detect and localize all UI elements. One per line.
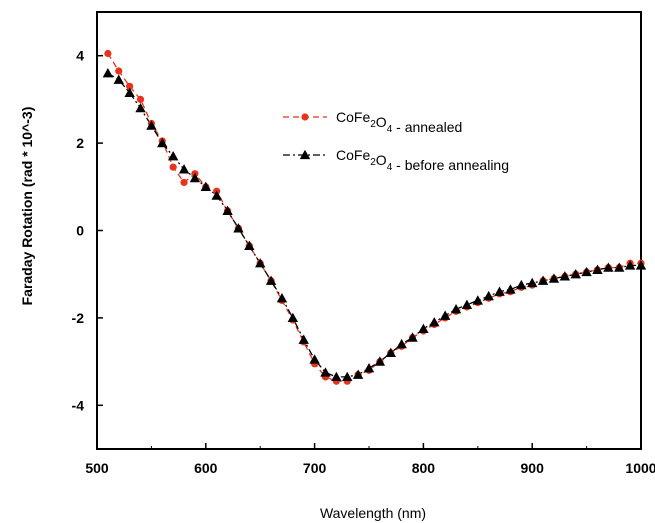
legend-text-part: 2 xyxy=(370,119,376,130)
data-point-annealed xyxy=(136,95,145,103)
data-point-before-annealing xyxy=(309,354,320,364)
y-tick-label: 2 xyxy=(76,135,84,151)
legend-marker-triangle xyxy=(299,149,311,160)
legend-text-part: 2 xyxy=(370,157,376,168)
y-tick-label: -4 xyxy=(72,397,85,413)
legend-text-part: CoFe xyxy=(336,109,370,125)
data-point-annealed xyxy=(115,67,123,75)
data-point-before-annealing xyxy=(331,371,342,382)
y-tick-label: 0 xyxy=(76,223,84,239)
legend-text-part: - before annealing xyxy=(392,157,509,173)
data-point-before-annealing xyxy=(603,262,614,272)
data-point-before-annealing xyxy=(167,151,179,161)
data-point-before-annealing xyxy=(439,310,451,320)
data-point-before-annealing xyxy=(298,334,309,344)
data-point-before-annealing xyxy=(363,362,375,373)
data-point-before-annealing xyxy=(494,286,505,296)
data-point-before-annealing xyxy=(374,356,386,366)
data-point-before-annealing xyxy=(429,317,440,327)
data-point-annealed xyxy=(169,163,177,171)
x-tick-label: 900 xyxy=(521,460,545,476)
x-tick-label: 600 xyxy=(194,460,218,476)
legend-text-part: CoFe xyxy=(336,147,370,163)
data-point-before-annealing xyxy=(102,67,114,78)
plot-frame xyxy=(96,11,642,450)
data-point-before-annealing xyxy=(265,275,277,285)
legend-text-part: 4 xyxy=(387,162,393,173)
data-point-before-annealing xyxy=(635,260,647,270)
legend-text-part: O xyxy=(376,114,387,130)
legend-marker-circle xyxy=(301,113,309,121)
data-point-annealed xyxy=(126,82,134,90)
data-point-before-annealing xyxy=(516,279,527,290)
data-point-before-annealing xyxy=(624,260,636,270)
x-tick-label: 500 xyxy=(85,460,109,476)
data-point-before-annealing xyxy=(157,137,168,148)
data-point-before-annealing xyxy=(211,190,222,200)
data-point-before-annealing xyxy=(505,284,516,294)
y-axis-title: Faraday Rotation (rad * 10^-3) xyxy=(19,107,35,306)
x-tick-label: 1000 xyxy=(625,460,655,476)
data-point-annealed xyxy=(104,49,112,58)
legend-label-annealed: CoFe2O4 - annealed xyxy=(336,109,462,135)
legend-text-part: 4 xyxy=(387,124,393,135)
data-point-before-annealing xyxy=(233,223,244,233)
x-axis-title: Wavelength (nm) xyxy=(320,505,426,521)
y-tick-label: -2 xyxy=(72,310,85,326)
data-point-before-annealing xyxy=(581,266,592,277)
series-markers-group xyxy=(102,49,647,385)
data-point-annealed xyxy=(180,178,188,187)
data-point-before-annealing xyxy=(178,164,190,174)
data-point-before-annealing xyxy=(113,74,124,84)
data-point-before-annealing xyxy=(614,262,625,272)
series-line-annealed xyxy=(107,53,641,382)
legend-text-part: O xyxy=(376,152,387,168)
data-point-before-annealing xyxy=(559,271,571,281)
legend-text-part: - annealed xyxy=(392,119,462,135)
data-point-before-annealing xyxy=(570,269,581,279)
data-point-before-annealing xyxy=(135,102,146,113)
data-point-before-annealing xyxy=(385,347,396,358)
data-point-before-annealing xyxy=(255,258,266,268)
data-point-before-annealing xyxy=(200,181,211,191)
data-point-before-annealing xyxy=(407,332,418,342)
legend-label-before-annealing: CoFe2O4 - before annealing xyxy=(336,147,509,173)
data-point-before-annealing xyxy=(396,338,407,349)
data-point-before-annealing xyxy=(352,369,364,379)
data-point-before-annealing xyxy=(418,323,429,333)
x-tick-label: 800 xyxy=(412,460,436,476)
data-point-before-annealing xyxy=(189,172,201,183)
data-point-before-annealing xyxy=(548,273,560,283)
data-point-before-annealing xyxy=(320,367,331,377)
data-point-before-annealing xyxy=(124,87,135,98)
y-tick-label: 4 xyxy=(76,48,84,64)
data-point-before-annealing xyxy=(222,205,233,215)
data-point-before-annealing xyxy=(527,277,538,288)
data-point-before-annealing xyxy=(592,264,603,274)
data-point-before-annealing xyxy=(483,290,494,301)
data-point-before-annealing xyxy=(276,293,288,303)
data-point-before-annealing xyxy=(472,295,483,305)
data-point-before-annealing xyxy=(244,240,255,250)
data-point-before-annealing xyxy=(537,275,549,285)
data-point-before-annealing xyxy=(461,299,473,309)
data-point-before-annealing xyxy=(342,371,353,382)
x-tick-label: 700 xyxy=(303,460,327,476)
series-lines-group xyxy=(107,53,641,382)
data-point-before-annealing xyxy=(146,120,157,130)
data-point-before-annealing xyxy=(450,303,462,314)
data-point-before-annealing xyxy=(287,312,299,323)
